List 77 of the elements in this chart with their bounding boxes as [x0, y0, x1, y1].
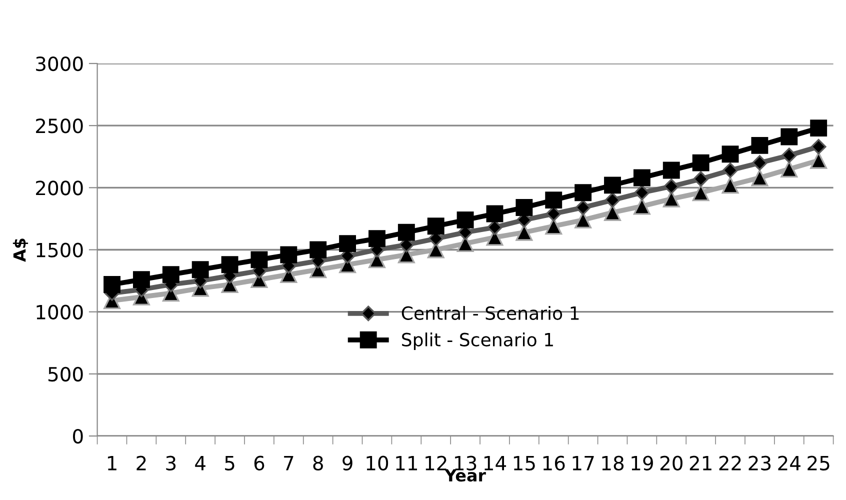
- point: [221, 256, 238, 274]
- x-tick-label: 3: [166, 456, 176, 470]
- x-tick-label: 5: [225, 456, 234, 470]
- legend-label: Central - Scenario 1: [402, 306, 579, 320]
- y-tick-label: 0: [73, 428, 83, 444]
- legend-label: Split - Scenario 1: [402, 332, 553, 350]
- y-tick-label: 3000: [36, 56, 83, 72]
- x-tick-label: 24: [778, 456, 800, 470]
- y-tick-label: 1000: [36, 304, 83, 320]
- x-tick-label: 25: [808, 456, 830, 470]
- point: [574, 184, 592, 202]
- y-tick-label: 500: [48, 366, 83, 382]
- y-axis-title: A$: [12, 238, 28, 262]
- x-tick-label: 8: [313, 456, 323, 470]
- point: [634, 184, 650, 200]
- point: [604, 192, 620, 208]
- point: [310, 241, 327, 258]
- x-tick-label: 13: [455, 456, 476, 470]
- point: [104, 276, 120, 293]
- point: [751, 169, 768, 186]
- point: [722, 162, 738, 178]
- point: [604, 204, 621, 221]
- point: [132, 271, 150, 288]
- x-tick-label: 19: [632, 456, 653, 470]
- x-tick-label: 12: [426, 456, 446, 470]
- point: [250, 251, 268, 268]
- point: [780, 128, 798, 146]
- point: [280, 246, 298, 264]
- point: [575, 200, 591, 216]
- x-tick-label: 15: [514, 456, 535, 470]
- x-tick-label: 7: [284, 456, 294, 470]
- point: [664, 178, 680, 194]
- point: [427, 218, 444, 235]
- point: [692, 184, 710, 202]
- x-tick-label: 6: [254, 456, 264, 470]
- point: [692, 154, 710, 172]
- x-tick-label: 23: [748, 456, 771, 470]
- point: [368, 230, 386, 248]
- point: [162, 266, 180, 284]
- point: [722, 146, 739, 163]
- point: [516, 199, 533, 216]
- point: [693, 171, 709, 187]
- x-tick-label: 10: [366, 456, 388, 470]
- x-tick-label: 22: [719, 456, 741, 470]
- y-tick-label: 2500: [36, 118, 83, 134]
- x-tick-label: 9: [342, 456, 352, 470]
- x-tick-label: 11: [396, 456, 417, 470]
- x-tick-label: 1: [108, 456, 116, 470]
- point: [722, 176, 739, 194]
- x-tick-label: 4: [195, 456, 206, 470]
- x-tick-label: 21: [690, 456, 712, 470]
- point: [752, 155, 768, 171]
- x-tick-label: 2: [136, 456, 146, 470]
- point: [810, 120, 828, 137]
- point: [486, 205, 504, 222]
- point: [456, 211, 474, 228]
- point: [751, 136, 768, 154]
- x-tick-label: 16: [543, 456, 565, 470]
- x-tick-label: 18: [602, 456, 624, 470]
- y-tick-label: 1500: [36, 242, 83, 258]
- point: [781, 148, 797, 164]
- y-tick-label: 2000: [36, 180, 83, 196]
- point: [192, 261, 209, 278]
- point: [604, 176, 621, 194]
- point: [633, 198, 650, 215]
- x-tick-label: 14: [484, 456, 506, 470]
- point: [633, 169, 650, 186]
- x-tick-label: 17: [572, 456, 594, 470]
- x-tick-label: 20: [660, 456, 682, 470]
- point: [810, 152, 828, 169]
- point: [780, 160, 798, 178]
- point: [545, 192, 562, 209]
- point: [810, 138, 826, 154]
- point: [339, 235, 356, 252]
- point: [398, 224, 415, 241]
- x-axis-title: Year: [444, 469, 486, 482]
- point: [662, 162, 680, 179]
